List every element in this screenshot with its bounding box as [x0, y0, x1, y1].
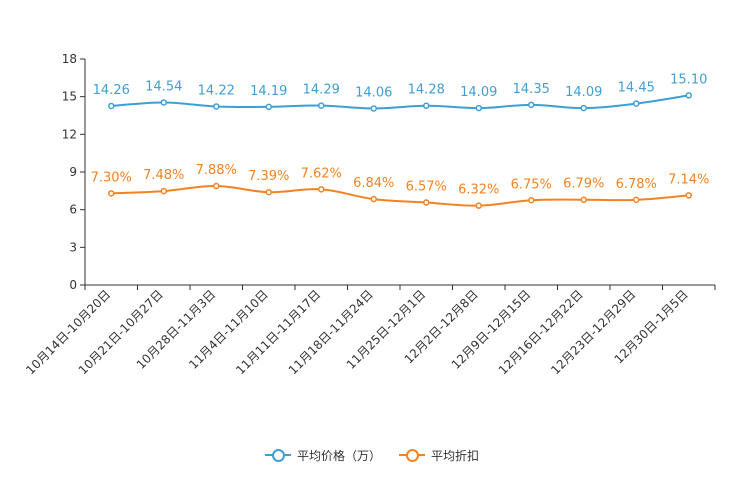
data-label-discount: 6.78%	[616, 177, 657, 192]
data-point-discount	[370, 195, 377, 203]
data-label-price: 14.54	[145, 79, 182, 94]
data-point-price	[528, 101, 535, 109]
data-point-discount	[160, 187, 167, 195]
data-label-price: 14.19	[250, 84, 287, 99]
y-tick-label: 0	[69, 278, 77, 292]
data-point-discount	[213, 182, 220, 190]
legend-price-label: 平均价格（万）	[296, 448, 381, 463]
data-label-price: 14.35	[513, 82, 550, 97]
legend-item-price[interactable]: 平均价格（万）	[264, 447, 381, 464]
series-layer	[108, 92, 692, 209]
data-label-discount: 7.30%	[91, 170, 132, 185]
data-label-price: 14.45	[618, 81, 655, 96]
data-label-discount: 7.48%	[143, 168, 184, 183]
legend-price-marker-icon	[264, 449, 291, 462]
data-point-discount	[318, 186, 325, 193]
data-label-price: 14.29	[303, 83, 340, 98]
data-point-discount	[265, 188, 272, 196]
legend-discount-marker-icon	[399, 449, 425, 462]
data-point-discount	[528, 197, 535, 204]
data-point-price	[685, 92, 692, 99]
data-point-price	[423, 102, 430, 109]
data-label-discount: 7.88%	[196, 163, 237, 178]
data-point-price	[265, 103, 272, 111]
data-label-discount: 6.75%	[511, 177, 552, 192]
data-point-price	[213, 103, 220, 110]
data-point-price	[108, 102, 115, 110]
series-line-price	[111, 94, 689, 110]
data-label-discount: 7.14%	[668, 172, 709, 187]
data-point-price	[160, 99, 167, 106]
x-tick-label: 10月14日-10月20日	[23, 287, 113, 377]
y-tick-label: 12	[62, 127, 77, 141]
data-point-discount	[633, 196, 640, 204]
y-tick-label: 18	[62, 52, 77, 66]
y-tick-label: 15	[62, 90, 77, 104]
data-label-price: 14.22	[198, 83, 235, 98]
data-point-price	[633, 100, 640, 107]
data-label-discount: 6.57%	[406, 180, 447, 195]
y-tick-label: 9	[69, 165, 77, 179]
data-point-discount	[108, 190, 115, 197]
line-chart: 036912151810月14日-10月20日10月21日-10月27日10月2…	[23, 52, 716, 377]
data-point-discount	[580, 196, 587, 203]
legend: 平均价格（万） 平均折扣	[0, 444, 744, 466]
series-line-discount	[111, 185, 689, 207]
data-label-discount: 7.39%	[248, 169, 289, 184]
data-label-discount: 6.79%	[563, 177, 604, 192]
data-point-discount	[475, 202, 482, 209]
data-label-price: 14.06	[355, 85, 392, 100]
data-label-price: 14.26	[93, 83, 130, 98]
legend-item-discount[interactable]: 平均折扣	[399, 447, 479, 464]
data-point-price	[580, 104, 587, 112]
data-label-price: 15.10	[670, 72, 707, 87]
data-point-discount	[685, 192, 692, 199]
data-label-price: 14.09	[565, 85, 602, 100]
axes: 036912151810月14日-10月20日10月21日-10月27日10月2…	[23, 52, 716, 377]
data-label-price: 14.09	[460, 85, 497, 100]
legend-discount-label: 平均折扣	[431, 448, 480, 463]
data-point-discount	[423, 199, 430, 206]
data-point-price	[475, 104, 482, 112]
data-label-price: 14.28	[408, 83, 445, 98]
y-tick-label: 3	[69, 240, 77, 254]
data-labels: 14.26 14.54 14.22 14.19 14.29 14.06 14.28 14.09…	[91, 72, 710, 197]
y-tick-label: 6	[69, 203, 77, 217]
data-label-discount: 7.62%	[301, 166, 342, 181]
data-point-price	[318, 102, 325, 109]
data-point-price	[370, 105, 377, 112]
data-label-discount: 6.32%	[458, 183, 499, 198]
data-label-discount: 6.84%	[353, 176, 394, 191]
